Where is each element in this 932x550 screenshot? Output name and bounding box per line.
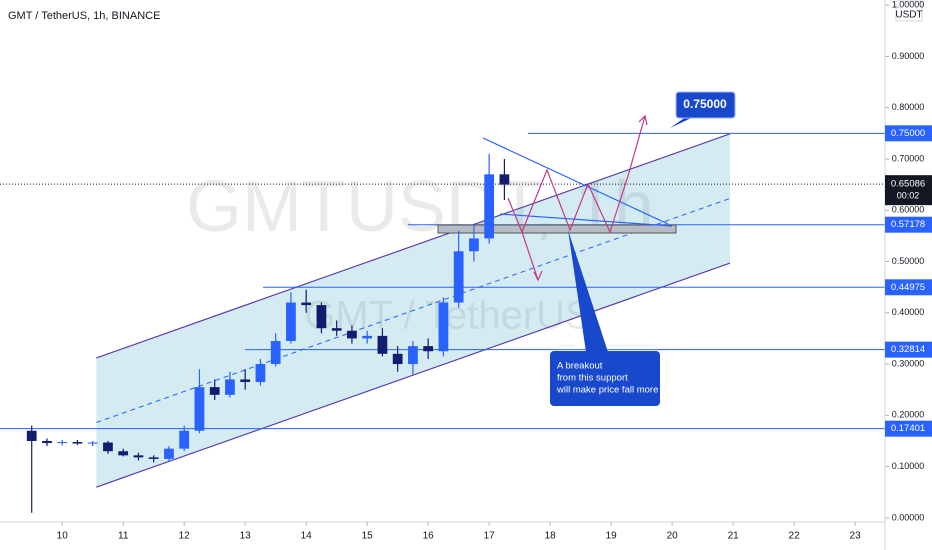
triangle-line xyxy=(482,137,669,225)
candle-body xyxy=(423,346,434,352)
candle-body xyxy=(347,330,357,339)
candle-body xyxy=(453,251,464,303)
comment-line: A breakout xyxy=(557,361,603,372)
candle-body xyxy=(331,328,342,331)
candle-body xyxy=(377,335,388,354)
target-callout xyxy=(675,91,736,119)
candle-body xyxy=(499,174,510,185)
channel-mid xyxy=(96,197,731,423)
x-tick-label: 15 xyxy=(362,531,374,542)
y-tick-label: 0.30000 xyxy=(892,358,925,368)
candle-body xyxy=(209,387,220,395)
x-tick-label: 12 xyxy=(179,531,191,542)
x-tick-label: 23 xyxy=(850,531,862,542)
candle-body xyxy=(42,440,52,444)
x-tick-label: 22 xyxy=(789,531,801,542)
candle-body xyxy=(255,364,266,383)
candle-body xyxy=(57,442,68,444)
candle-body xyxy=(438,302,449,352)
price-tag xyxy=(885,420,932,437)
channel-lower xyxy=(96,262,731,488)
candle-body xyxy=(194,387,205,431)
y-tick-label: 0.60000 xyxy=(892,205,925,215)
watermark: GMTUSDT, 1h xyxy=(186,167,654,247)
candle-body xyxy=(286,302,296,341)
channel-upper xyxy=(96,133,731,359)
target-callout-text: 0.75000 xyxy=(683,97,727,111)
candle-body xyxy=(133,455,144,458)
price-tag xyxy=(885,341,932,358)
price-tag-label: 0.17401 xyxy=(891,423,925,434)
x-tick-label: 16 xyxy=(423,531,435,542)
candle-body xyxy=(240,379,251,383)
candle-body xyxy=(316,305,327,329)
candle-body xyxy=(392,353,403,365)
y-tick-label: 0.40000 xyxy=(892,307,925,317)
arrow-head xyxy=(638,114,648,126)
candle-body xyxy=(103,442,113,452)
x-tick-label: 21 xyxy=(728,531,740,542)
x-tick-label: 19 xyxy=(606,531,618,542)
candle-body xyxy=(362,335,373,339)
candle-body xyxy=(72,442,83,444)
comment-line: will make price fall more xyxy=(556,385,658,396)
comment-line: from this support xyxy=(557,373,628,384)
candle-body xyxy=(225,379,235,395)
price-tag-label: 0.32814 xyxy=(891,344,925,355)
x-tick-label: 18 xyxy=(545,531,557,542)
arrow-head xyxy=(533,270,543,282)
candle-body xyxy=(179,430,190,449)
price-tag xyxy=(885,279,932,296)
x-tick-label: 13 xyxy=(240,531,252,542)
candle-body xyxy=(148,457,159,459)
x-tick-label: 14 xyxy=(301,531,313,542)
y-tick-label: 0.00000 xyxy=(892,512,925,522)
candle-body xyxy=(164,448,174,459)
candle-body xyxy=(301,302,312,306)
price-tag xyxy=(885,125,932,142)
price-tag xyxy=(885,216,932,233)
y-tick-label: 0.80000 xyxy=(892,102,925,112)
chart-title: GMT / TetherUS, 1h, BINANCE xyxy=(8,10,160,22)
price-tag-label: 0.44975 xyxy=(891,282,925,293)
y-tick-label: 0.20000 xyxy=(892,410,925,420)
candle-body xyxy=(118,451,129,456)
y-tick-label: 0.70000 xyxy=(892,153,925,163)
x-tick-label: 10 xyxy=(57,531,69,542)
candle-body xyxy=(484,174,495,239)
y-tick-label: 0.90000 xyxy=(892,51,925,61)
candle-body xyxy=(26,430,37,441)
comment-pointer xyxy=(568,230,608,352)
price-tag-label: 0.57178 xyxy=(891,219,925,230)
background-layer xyxy=(0,132,885,488)
comment-box xyxy=(550,351,660,406)
candle-body xyxy=(469,238,479,252)
x-tick-label: 17 xyxy=(484,531,496,542)
countdown-label: 00:02 xyxy=(897,191,920,201)
unit-box xyxy=(895,0,923,22)
x-tick-label: 11 xyxy=(118,531,129,542)
scenario-path xyxy=(521,115,646,234)
price-tag-label: 0.75000 xyxy=(891,128,925,139)
x-tick-label: 20 xyxy=(667,531,679,542)
y-tick-label: 0.50000 xyxy=(892,256,925,266)
current-price-label: 0.65086 xyxy=(891,179,925,190)
candle-body xyxy=(87,442,98,444)
support-zone xyxy=(437,224,677,234)
candle-body xyxy=(408,346,418,365)
y-tick-label: 0.10000 xyxy=(892,461,925,471)
unit-label: USDT xyxy=(895,10,922,21)
y-tick-label: 1.00000 xyxy=(892,0,925,10)
candle-body xyxy=(270,340,281,365)
current-price-tag xyxy=(885,175,932,206)
